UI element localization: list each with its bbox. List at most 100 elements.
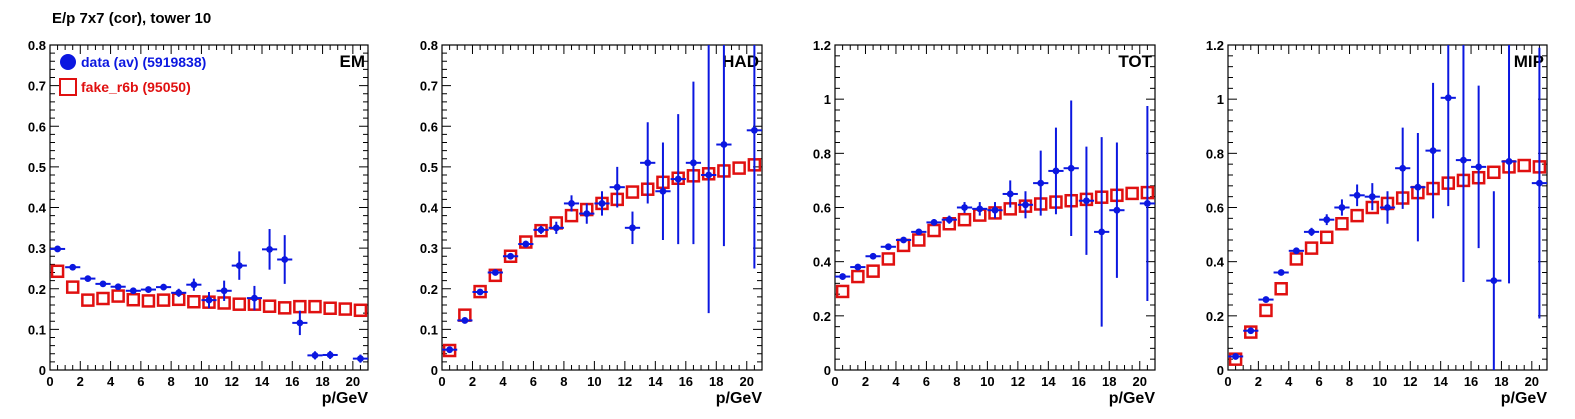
x-axis-label: p/GeV xyxy=(716,390,763,407)
data-point xyxy=(1292,247,1300,255)
x-tick-label: 4 xyxy=(1285,374,1293,389)
data-point xyxy=(839,273,847,280)
fake-point xyxy=(851,269,865,284)
data-point xyxy=(476,288,484,296)
fake-point xyxy=(1350,208,1364,223)
data-point xyxy=(54,245,61,253)
data-point xyxy=(598,200,606,207)
data-point xyxy=(750,126,758,134)
fake-point xyxy=(927,223,941,238)
fake-point xyxy=(866,264,880,278)
x-tick-label: 6 xyxy=(923,374,930,389)
y-tick-label: 0.2 xyxy=(813,309,831,324)
y-tick-label: 0.5 xyxy=(420,160,438,175)
y-tick-label: 0 xyxy=(824,363,831,378)
x-tick-label: 10 xyxy=(194,374,208,389)
x-tick-label: 8 xyxy=(953,374,960,389)
y-tick-label: 0 xyxy=(431,363,438,378)
data-point xyxy=(1247,327,1255,335)
y-tick-label: 0 xyxy=(1217,363,1224,378)
x-tick-label: 20 xyxy=(740,374,754,389)
legend-marker-data xyxy=(60,54,76,70)
x-tick-label: 12 xyxy=(618,374,632,389)
y-tick-label: 0.3 xyxy=(420,241,438,256)
fake-point xyxy=(1517,158,1531,173)
x-tick-label: 16 xyxy=(679,374,693,389)
data-point xyxy=(1353,191,1361,199)
chart-panel-em: 0 2 4 6 8 10 12 14 16 18 20 0 0.1 0.2 0.3 0.4 0.5 0.6 0.7 0… xyxy=(28,38,369,407)
x-tick-label: 16 xyxy=(1072,374,1086,389)
data-point xyxy=(705,171,713,179)
data-point xyxy=(583,210,591,217)
y-tick-label: 0.8 xyxy=(1206,146,1224,161)
x-tick-label: 18 xyxy=(1102,374,1116,389)
chart-panel-tot: 0 2 4 6 8 10 12 14 16 18 20 0 0.2 0.4 0.6 0.8 1 1.2 p/GeV T… xyxy=(813,38,1156,407)
x-tick-label: 18 xyxy=(1494,374,1508,389)
fake-point xyxy=(835,284,850,299)
fake-point xyxy=(308,299,322,314)
fake-point xyxy=(1274,282,1288,296)
fake-point xyxy=(293,299,307,314)
data-point xyxy=(1037,179,1045,187)
fake-point xyxy=(96,291,110,306)
data-point xyxy=(1429,147,1437,155)
legend-label-data: data (av) (5919838) xyxy=(81,54,206,70)
data-layer xyxy=(50,229,368,363)
data-point xyxy=(659,187,667,195)
x-tick-label: 2 xyxy=(1255,374,1262,389)
data-point xyxy=(235,262,243,269)
x-tick-label: 20 xyxy=(1133,374,1147,389)
data-point xyxy=(1414,183,1422,191)
data-point xyxy=(1232,353,1239,360)
fake-point xyxy=(323,301,337,315)
data-point xyxy=(1460,156,1467,164)
panel-label: MIP xyxy=(1514,52,1544,71)
data-point xyxy=(1475,163,1483,171)
y-tick-label: 0.6 xyxy=(1206,201,1224,216)
data-point xyxy=(160,283,167,291)
x-tick-label: 0 xyxy=(831,374,838,389)
fake-point xyxy=(564,208,579,223)
data-point xyxy=(145,286,152,293)
chart-panel-had: 0 2 4 6 8 10 12 14 16 18 20 0 0.1 0.2 0.3 0.4 0.5 0.6 0.7 0… xyxy=(420,38,763,407)
data-point xyxy=(1368,193,1376,201)
legend-label-fake: fake_r6b (95050) xyxy=(81,79,191,95)
data-point xyxy=(1399,164,1407,172)
fake-point xyxy=(338,302,353,316)
x-tick-label: 20 xyxy=(1525,374,1539,389)
fake-point xyxy=(65,280,80,294)
x-tick-label: 8 xyxy=(1346,374,1353,389)
data-point xyxy=(251,294,258,302)
data-point xyxy=(1083,197,1090,205)
y-tick-label: 0.1 xyxy=(28,322,46,337)
x-tick-label: 10 xyxy=(980,374,994,389)
data-point xyxy=(568,200,575,207)
x-tick-label: 0 xyxy=(438,374,445,389)
data-point xyxy=(1384,204,1391,211)
x-tick-label: 4 xyxy=(499,374,507,389)
fake-point xyxy=(1304,241,1319,255)
fake-point xyxy=(1335,217,1349,231)
data-point xyxy=(537,226,545,234)
fake-point xyxy=(881,252,896,266)
fake-point xyxy=(126,292,141,307)
fake-point xyxy=(50,264,65,279)
x-tick-label: 0 xyxy=(1224,374,1231,389)
y-tick-label: 1 xyxy=(824,92,831,107)
data-point xyxy=(961,204,968,211)
data-point xyxy=(884,243,892,251)
fake-point xyxy=(912,233,926,247)
data-point xyxy=(644,159,652,167)
y-tick-label: 0.4 xyxy=(813,255,832,270)
data-point xyxy=(99,280,107,288)
fake-point xyxy=(1125,186,1139,201)
data-point xyxy=(281,256,289,263)
chart-panel-mip: 0 2 4 6 8 10 12 14 16 18 20 0 0.2 0.4 0.6 0.8 1 1.2 p/GeV M… xyxy=(1206,38,1548,407)
y-tick-label: 1 xyxy=(1217,92,1224,107)
panel-label: TOT xyxy=(1118,52,1152,71)
x-tick-label: 8 xyxy=(168,374,175,389)
data-point xyxy=(69,263,77,271)
data-layer xyxy=(442,45,762,358)
data-layer xyxy=(835,100,1155,327)
data-point xyxy=(220,287,228,295)
